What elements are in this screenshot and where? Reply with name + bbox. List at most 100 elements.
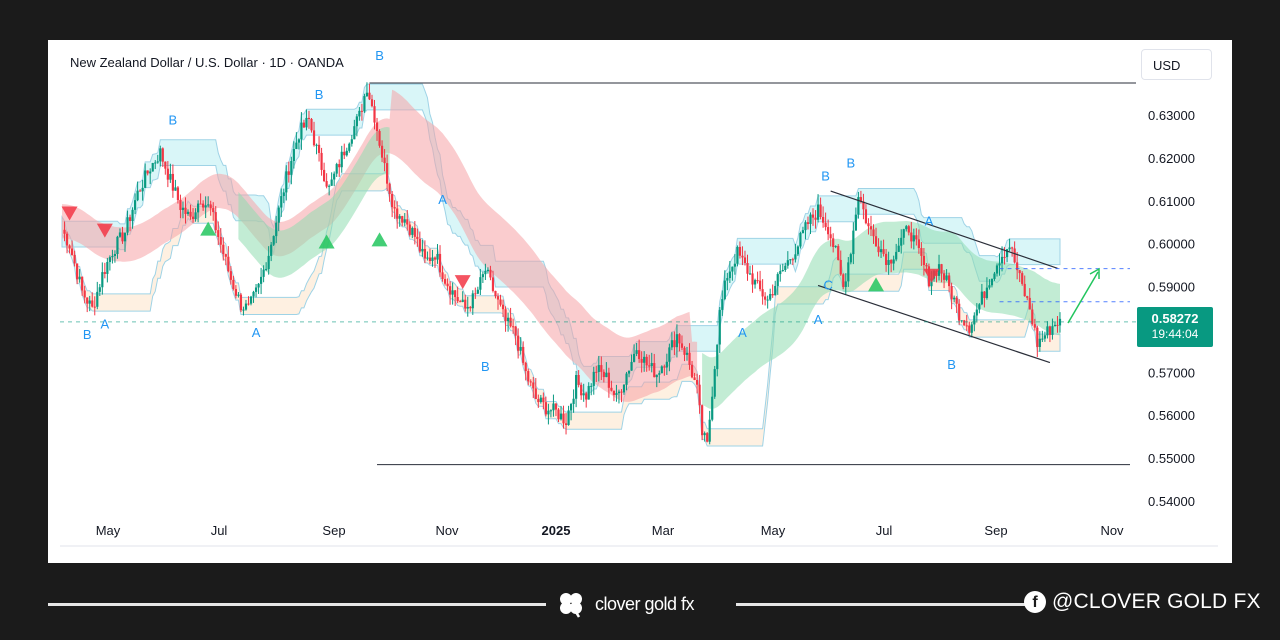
candle-body: [91, 300, 94, 307]
candle-body: [549, 410, 553, 412]
candle-body: [592, 371, 595, 386]
candle-body: [517, 335, 520, 351]
candle-body: [559, 413, 563, 420]
candle-body: [537, 399, 540, 403]
candle-body: [156, 161, 159, 163]
candle-body: [159, 148, 162, 162]
candle-body: [514, 326, 517, 336]
candle-body: [106, 261, 109, 274]
candle-body: [154, 162, 157, 164]
candle-body: [693, 377, 696, 380]
candle-body: [761, 289, 764, 297]
candle-body: [532, 382, 535, 389]
candle-body: [214, 212, 217, 231]
candle-body: [776, 274, 779, 286]
candle-body: [108, 257, 111, 262]
candle-body: [133, 200, 137, 210]
candle-body: [454, 290, 457, 298]
wave-label: B: [169, 113, 178, 128]
candle-body: [1003, 256, 1006, 258]
candle-body: [370, 99, 374, 107]
candle-body: [280, 196, 283, 208]
candle-body: [401, 216, 404, 223]
candle-body: [222, 244, 225, 255]
candle-body: [413, 227, 416, 237]
y-tick-label: 0.59000: [1148, 280, 1195, 295]
candle-body: [504, 309, 507, 322]
last-price: 0.58272: [1151, 311, 1199, 326]
candle-body: [267, 255, 270, 269]
candle-body: [136, 190, 139, 201]
candle-body: [181, 207, 185, 211]
candle-body: [1008, 247, 1011, 250]
candle-body: [441, 272, 444, 280]
candle-body: [557, 409, 560, 420]
candle-body: [665, 361, 668, 368]
candle-body: [1038, 338, 1041, 347]
candle-body: [968, 325, 971, 333]
clover-icon: [560, 593, 582, 618]
social-link[interactable]: f @CLOVER GOLD FX: [1024, 589, 1261, 615]
candle-body: [139, 190, 142, 192]
candle-body: [285, 171, 288, 193]
x-tick-label: May: [761, 523, 786, 538]
candle-body: [753, 280, 757, 285]
candle-body: [748, 273, 752, 275]
candle-body: [242, 309, 245, 311]
candle-body: [872, 229, 875, 237]
candle-body: [764, 296, 767, 300]
buy-signal-icon: [200, 221, 217, 236]
candle-body: [194, 212, 197, 220]
candle-body: [985, 287, 989, 299]
candle-body: [771, 294, 774, 296]
candle-body: [317, 144, 321, 153]
candle-body: [393, 207, 396, 209]
candle-body: [852, 230, 855, 255]
candle-body: [232, 279, 235, 289]
candle-body: [794, 254, 797, 260]
candle-body: [479, 277, 482, 290]
candle-body: [645, 356, 648, 366]
candle-body: [418, 238, 421, 252]
candle-body: [718, 309, 721, 345]
candle-body: [539, 397, 542, 403]
x-tick-label: Jul: [211, 523, 228, 538]
candle-body: [585, 393, 588, 400]
candle-body: [1056, 324, 1059, 326]
candle-body: [169, 173, 172, 180]
candle-body: [965, 325, 968, 327]
candle-body: [345, 150, 348, 156]
candle-body: [958, 303, 961, 321]
candle-body: [849, 254, 852, 263]
candle-body: [209, 204, 212, 209]
candle-body: [567, 410, 570, 426]
candle-body: [131, 209, 134, 222]
candle-body: [1041, 338, 1044, 340]
candle-body: [1011, 247, 1014, 249]
brand-name: clover gold fx: [595, 593, 695, 614]
candle-body: [290, 160, 293, 175]
candle-body: [575, 375, 578, 399]
candle-body: [1051, 326, 1054, 335]
candle-body: [446, 283, 449, 287]
candle-body: [887, 260, 890, 265]
candle-body: [282, 192, 285, 197]
candle-body: [663, 366, 666, 368]
x-tick-label: Nov: [1100, 523, 1124, 538]
candle-body: [910, 232, 913, 242]
candle-body: [386, 163, 389, 184]
candle-body: [189, 211, 192, 217]
candle-body: [270, 244, 273, 256]
wave-label: B: [83, 327, 92, 342]
candle-body: [769, 294, 772, 300]
candle-body: [837, 246, 840, 260]
candle-body: [741, 255, 744, 258]
candle-body: [307, 117, 311, 119]
candle-body: [832, 238, 835, 247]
candle-body: [703, 433, 706, 436]
projection-arrow-head: [1089, 267, 1100, 279]
candle-body: [1048, 326, 1052, 335]
candle-body: [459, 301, 462, 303]
currency-selector[interactable]: USD: [1141, 49, 1212, 80]
